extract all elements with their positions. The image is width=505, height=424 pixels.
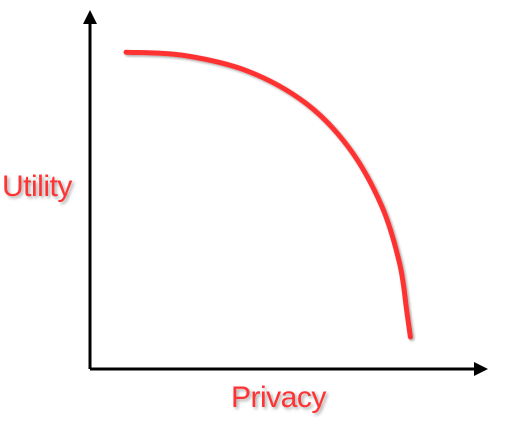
- y-axis-label: Utility: [2, 170, 72, 204]
- x-axis-arrowhead: [474, 362, 488, 376]
- axes: [83, 10, 488, 376]
- series-layer: [126, 52, 410, 337]
- y-axis-arrowhead: [83, 10, 97, 24]
- x-axis-label: Privacy: [231, 381, 326, 415]
- series-line-tradeoff-curve: [126, 52, 410, 337]
